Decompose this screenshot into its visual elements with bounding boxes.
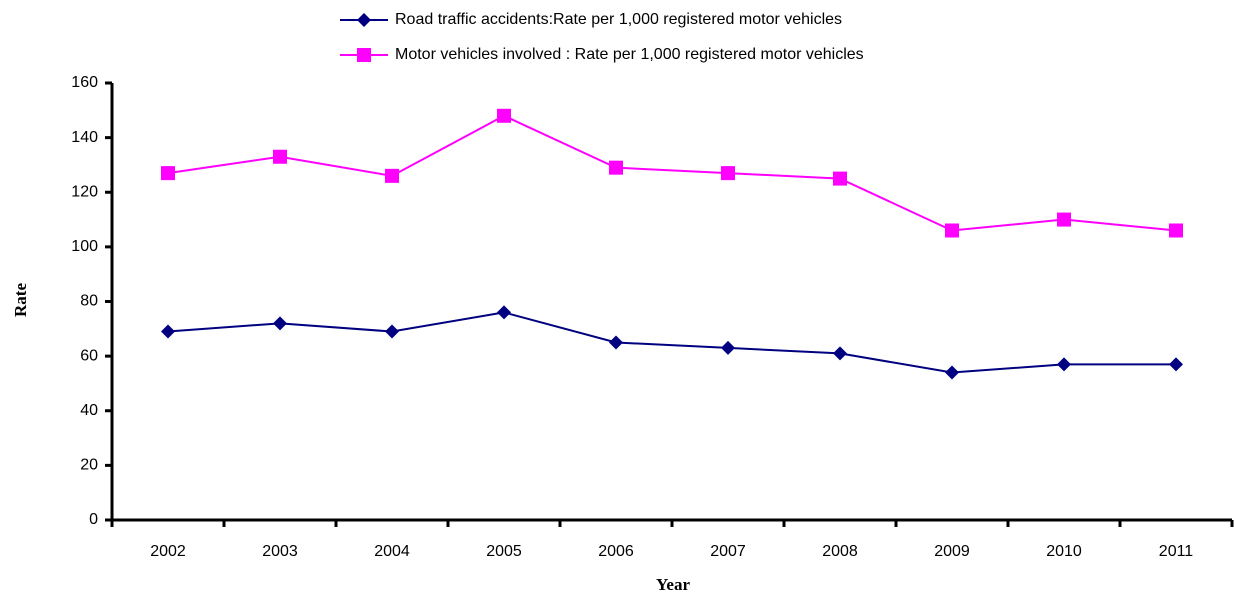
marker [721, 166, 735, 181]
marker [273, 149, 287, 164]
y-tick-label: 0 [89, 511, 98, 528]
x-tick-label: 2003 [262, 543, 298, 560]
x-tick-label: 2002 [150, 543, 186, 560]
series-line [167, 114, 1177, 232]
x-tick-label: 2007 [710, 543, 746, 560]
marker [161, 166, 175, 181]
legend-label: Road traffic accidents:Rate per 1,000 re… [395, 11, 842, 28]
marker [161, 324, 175, 339]
marker [1169, 223, 1183, 238]
y-tick-label: 40 [80, 402, 98, 419]
marker [945, 223, 959, 238]
marker [945, 365, 959, 380]
marker [1169, 357, 1183, 372]
marker [1057, 357, 1071, 372]
marker [497, 108, 511, 123]
y-axis-title: Rate [11, 283, 30, 317]
x-tick-label: 2009 [934, 543, 970, 560]
marker [833, 171, 847, 186]
y-tick-label: 140 [71, 129, 98, 146]
marker [1057, 212, 1071, 227]
x-tick-label: 2006 [598, 543, 634, 560]
marker [609, 335, 623, 350]
y-tick-label: 20 [80, 457, 98, 474]
marker [385, 324, 399, 339]
x-tick-label: 2010 [1046, 543, 1082, 560]
x-tick-label: 2008 [822, 543, 858, 560]
legend-marker [357, 13, 371, 27]
legend-marker [357, 48, 371, 62]
x-tick-label: 2004 [374, 543, 410, 560]
marker [721, 340, 735, 355]
series-line [167, 311, 1176, 374]
marker [385, 168, 399, 183]
y-tick-label: 100 [71, 238, 98, 255]
marker [833, 346, 847, 361]
x-axis-title: Year [656, 575, 690, 594]
y-tick-label: 80 [80, 293, 98, 310]
y-tick-label: 120 [71, 183, 98, 200]
legend-label: Motor vehicles involved : Rate per 1,000… [395, 46, 864, 63]
y-tick-label: 60 [80, 347, 98, 364]
marker [497, 305, 511, 320]
x-tick-label: 2011 [1159, 543, 1194, 560]
x-tick-label: 2005 [486, 543, 522, 560]
marker [273, 316, 287, 331]
marker [609, 160, 623, 175]
y-tick-label: 160 [71, 74, 98, 91]
